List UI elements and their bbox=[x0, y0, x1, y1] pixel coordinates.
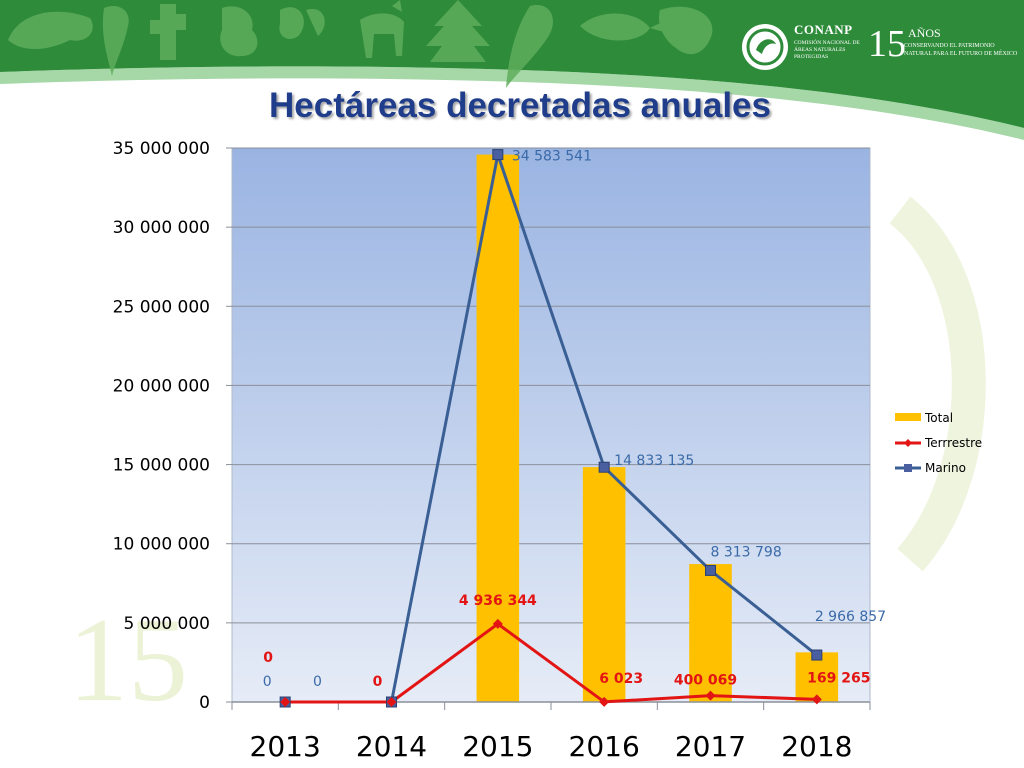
x-tick-label: 2014 bbox=[356, 730, 427, 763]
bar-total-2018 bbox=[795, 652, 839, 702]
marker-terrestre-2018 bbox=[811, 694, 822, 705]
tree-silhouette-icon bbox=[426, 0, 490, 62]
data-label-terrestre-2016: 6 023 bbox=[599, 671, 643, 687]
data-label-marino-2018: 2 966 857 bbox=[815, 609, 886, 625]
y-tick-label: 20 000 000 bbox=[113, 376, 210, 396]
bar-total-2017 bbox=[689, 564, 732, 702]
marker-marino-2015 bbox=[492, 149, 504, 161]
data-label-terrestre-2014: 0 bbox=[373, 674, 383, 690]
butterfly-silhouette-icon bbox=[279, 7, 325, 39]
legend-item-terrrestre: Terrrestre bbox=[895, 436, 982, 450]
legend-label: Marino bbox=[925, 461, 966, 475]
x-tick-label: 2013 bbox=[250, 730, 321, 763]
cactus-silhouette-icon bbox=[150, 4, 186, 60]
turtle-silhouette-icon bbox=[580, 13, 664, 41]
data-label-marino-2013: 0 bbox=[263, 674, 272, 690]
legend-swatch bbox=[895, 413, 921, 421]
anniversary-word: AÑOS bbox=[908, 26, 941, 40]
conanp-subtitle: Comisión Nacional de Áreas Naturales Pro… bbox=[794, 40, 860, 60]
conanp-name: CONANP bbox=[794, 22, 853, 37]
jaguar-silhouette-icon bbox=[8, 11, 93, 50]
marker-terrestre-2017 bbox=[705, 690, 716, 701]
conanp-logo: CONANP Comisión Nacional de Áreas Natura… bbox=[740, 20, 870, 76]
bar-total-2015 bbox=[476, 154, 520, 703]
marker-marino-2016 bbox=[598, 461, 610, 473]
x-tick-label: 2016 bbox=[569, 730, 640, 763]
data-label-terrestre-2017: 400 069 bbox=[674, 673, 737, 689]
anniversary-subtitle: Conservando el Patrimonio Natural para e… bbox=[904, 43, 1018, 57]
marker-terrestre-2016 bbox=[599, 696, 610, 707]
plot-area bbox=[231, 147, 871, 703]
axes: 0 5 000 000 10 000 000 15 000 000 20 000 000… bbox=[113, 139, 871, 763]
legend-item-total: Total bbox=[895, 411, 953, 425]
legend-marker bbox=[904, 439, 912, 447]
y-tick-label: 0 bbox=[199, 693, 210, 713]
y-tick-label: 5 000 000 bbox=[123, 614, 210, 634]
x-tick-label: 2015 bbox=[462, 730, 533, 763]
bar-series-total bbox=[476, 154, 839, 703]
data-labels: 0 0 34 583 541 14 833 135 8 313 798 2 966 857… bbox=[263, 149, 886, 690]
animal-silhouettes bbox=[8, 0, 713, 88]
data-label-marino-2015: 34 583 541 bbox=[512, 149, 592, 165]
bird-silhouette-icon bbox=[102, 6, 129, 77]
data-label-marino-2014: 0 bbox=[313, 674, 322, 690]
banner-swoosh bbox=[0, 66, 1024, 140]
data-label-marino-2016: 14 833 135 bbox=[614, 453, 694, 469]
fish-silhouette-icon bbox=[506, 4, 553, 88]
y-tick-label: 15 000 000 bbox=[113, 456, 210, 476]
line-series bbox=[279, 148, 823, 708]
legend-item-marino: Marino bbox=[895, 461, 966, 475]
x-tick-label: 2018 bbox=[781, 730, 852, 763]
anniversary-number: 15 bbox=[868, 23, 906, 65]
y-tick-label: 10 000 000 bbox=[113, 535, 210, 555]
data-label-terrestre-2013: 0 bbox=[263, 650, 273, 666]
marker-marino-2017 bbox=[705, 564, 716, 576]
y-tick-label: 30 000 000 bbox=[113, 218, 210, 238]
anniversary-logo: 15 AÑOS Conservando el Patrimonio Natura… bbox=[868, 22, 1018, 74]
deer-silhouette-icon bbox=[360, 0, 404, 58]
data-label-terrestre-2015: 4 936 344 bbox=[459, 593, 537, 609]
marker-terrestre-2013 bbox=[280, 697, 291, 707]
y-tick-label: 25 000 000 bbox=[113, 297, 210, 317]
bar-total-2016 bbox=[582, 467, 626, 702]
legend-marker bbox=[904, 464, 912, 472]
data-label-terrestre-2018: 169 265 bbox=[807, 670, 870, 686]
marker-marino-2018 bbox=[811, 649, 823, 661]
x-tick-label: 2017 bbox=[675, 730, 746, 763]
monkey-silhouette-icon bbox=[220, 6, 258, 57]
marker-terrestre-2015 bbox=[492, 618, 503, 629]
legend-label: Total bbox=[924, 411, 953, 425]
legend: Total Terrrestre Marino bbox=[895, 411, 982, 475]
page-title: Hectáreas decretadas anuales bbox=[269, 86, 771, 125]
eagle-silhouette-icon bbox=[658, 6, 713, 55]
legend-label: Terrrestre bbox=[924, 436, 982, 450]
conanp-emblem-icon bbox=[742, 24, 788, 70]
line-terrrestre bbox=[285, 622, 817, 704]
y-tick-label: 35 000 000 bbox=[113, 139, 210, 159]
marker-terrestre-2014 bbox=[386, 697, 397, 707]
data-label-marino-2017: 8 313 798 bbox=[711, 544, 782, 560]
